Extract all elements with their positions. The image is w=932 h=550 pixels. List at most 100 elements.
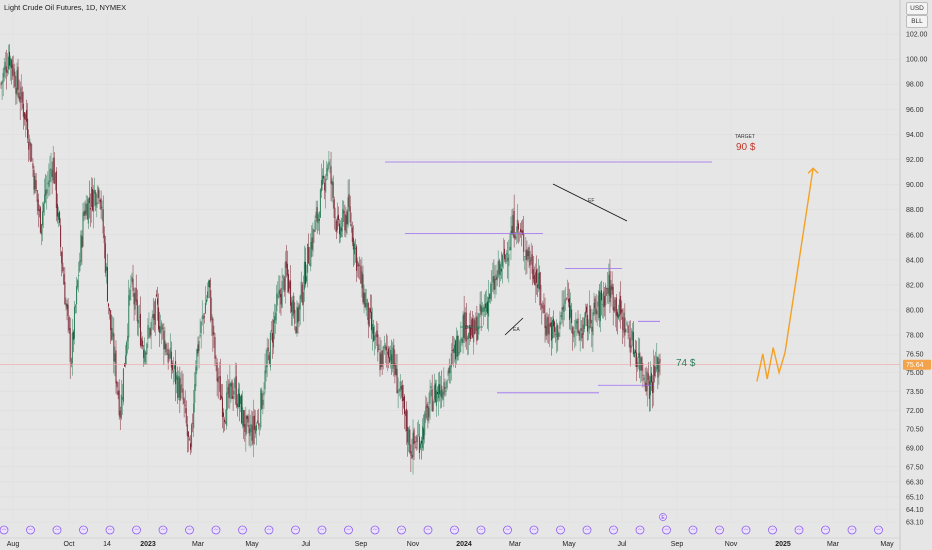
event-marker-icon[interactable] xyxy=(211,525,221,535)
earnings-marker-label: E xyxy=(661,515,665,521)
candle-body xyxy=(482,307,484,312)
event-marker-icon[interactable] xyxy=(26,525,35,535)
candle-body xyxy=(182,388,184,400)
event-marker-icon[interactable] xyxy=(317,525,327,535)
event-marker-icon[interactable] xyxy=(0,525,9,535)
candle-body xyxy=(121,396,123,400)
candle-body xyxy=(83,210,85,216)
candle-body xyxy=(588,325,590,328)
event-marker-icon[interactable] xyxy=(715,525,724,535)
candle-body xyxy=(115,350,117,384)
candle-body xyxy=(624,317,626,336)
candle-body xyxy=(284,261,286,291)
candle-body xyxy=(659,358,661,363)
event-marker-icon[interactable] xyxy=(370,525,380,535)
earnings-marker-icon[interactable] xyxy=(659,513,667,521)
event-marker-icon[interactable] xyxy=(397,525,406,535)
candle-body xyxy=(72,331,74,340)
event-marker-icon[interactable] xyxy=(291,525,300,535)
candle-body xyxy=(441,385,443,398)
candle-body xyxy=(346,211,348,225)
event-marker-icon[interactable] xyxy=(794,525,804,535)
event-marker-icon[interactable] xyxy=(79,525,88,535)
currency-selector[interactable]: USD xyxy=(906,2,928,15)
event-marker-icon[interactable] xyxy=(688,525,698,535)
candle-body xyxy=(370,311,372,331)
candle-body xyxy=(610,286,612,298)
candle-body xyxy=(367,303,369,325)
event-marker-icon[interactable] xyxy=(503,525,512,535)
event-marker-icon[interactable] xyxy=(529,525,539,535)
event-marker-icon[interactable] xyxy=(874,525,883,535)
event-marker-icon[interactable] xyxy=(635,525,645,535)
candle-body xyxy=(439,384,441,395)
event-marker-icon[interactable] xyxy=(185,525,194,535)
event-marker-icon[interactable] xyxy=(768,525,777,535)
event-marker-icon[interactable] xyxy=(741,525,751,535)
event-marker-icon[interactable] xyxy=(450,525,459,535)
candle-body xyxy=(235,376,237,405)
candle-body xyxy=(440,390,442,397)
candle-body xyxy=(376,330,378,338)
candle-body xyxy=(146,343,148,355)
candle-body xyxy=(199,334,201,337)
candle-body xyxy=(525,249,527,261)
unit-selector[interactable]: BLL xyxy=(906,15,928,28)
candle-body xyxy=(143,349,145,359)
event-marker-icon[interactable] xyxy=(556,525,565,535)
candle-body xyxy=(641,357,643,372)
candle-body xyxy=(413,429,415,444)
candle-body xyxy=(269,332,271,368)
candle-body xyxy=(548,323,550,335)
candle-body xyxy=(212,318,214,336)
candle-body xyxy=(294,309,296,324)
candle-body xyxy=(658,361,660,373)
candle-body xyxy=(264,370,266,390)
candle-body xyxy=(434,383,436,403)
projection-arrowhead xyxy=(807,167,819,174)
channel-line-bottom[interactable] xyxy=(504,317,524,336)
event-marker-icon[interactable] xyxy=(609,525,618,535)
event-marker-icon[interactable] xyxy=(821,525,830,535)
event-marker-icon[interactable] xyxy=(847,525,857,535)
candle-body xyxy=(396,368,398,394)
candle-body xyxy=(287,274,289,292)
candle-body xyxy=(391,354,393,365)
event-marker-icon[interactable] xyxy=(52,525,62,535)
event-marker-icon[interactable] xyxy=(476,525,486,535)
candle-body xyxy=(448,367,450,374)
channel-line-top[interactable] xyxy=(552,183,628,222)
candle-body xyxy=(334,217,336,219)
candle-body xyxy=(196,349,198,371)
candle-body xyxy=(314,219,316,232)
candle-body xyxy=(114,353,116,363)
candle-body xyxy=(27,118,29,139)
candle-body xyxy=(203,316,205,318)
y-tick-label: 67.50 xyxy=(906,464,924,471)
event-marker-icon[interactable] xyxy=(105,525,115,535)
event-marker-icon[interactable] xyxy=(344,525,353,535)
candle-body xyxy=(538,273,540,289)
event-marker-icon[interactable] xyxy=(582,525,592,535)
x-tick-label: May xyxy=(562,541,576,548)
candle-body xyxy=(655,366,657,373)
candle-body xyxy=(490,284,492,299)
event-marker-icon[interactable] xyxy=(132,525,141,535)
candle-body xyxy=(232,396,234,399)
event-marker-icon[interactable] xyxy=(158,525,168,535)
candle-body xyxy=(468,325,470,339)
candle-body xyxy=(201,316,203,320)
candle-body xyxy=(163,330,165,350)
event-marker-icon[interactable] xyxy=(423,525,433,535)
x-tick-label: May xyxy=(245,541,259,548)
y-tick-label: 96.00 xyxy=(906,107,924,114)
candle-body xyxy=(508,253,510,267)
event-marker-icon[interactable] xyxy=(662,525,671,535)
candle-body xyxy=(214,336,216,359)
candle-body xyxy=(389,357,391,363)
event-marker-icon[interactable] xyxy=(238,525,247,535)
candle-body xyxy=(526,249,528,260)
event-marker-icon[interactable] xyxy=(264,525,274,535)
candle-body xyxy=(242,407,244,426)
